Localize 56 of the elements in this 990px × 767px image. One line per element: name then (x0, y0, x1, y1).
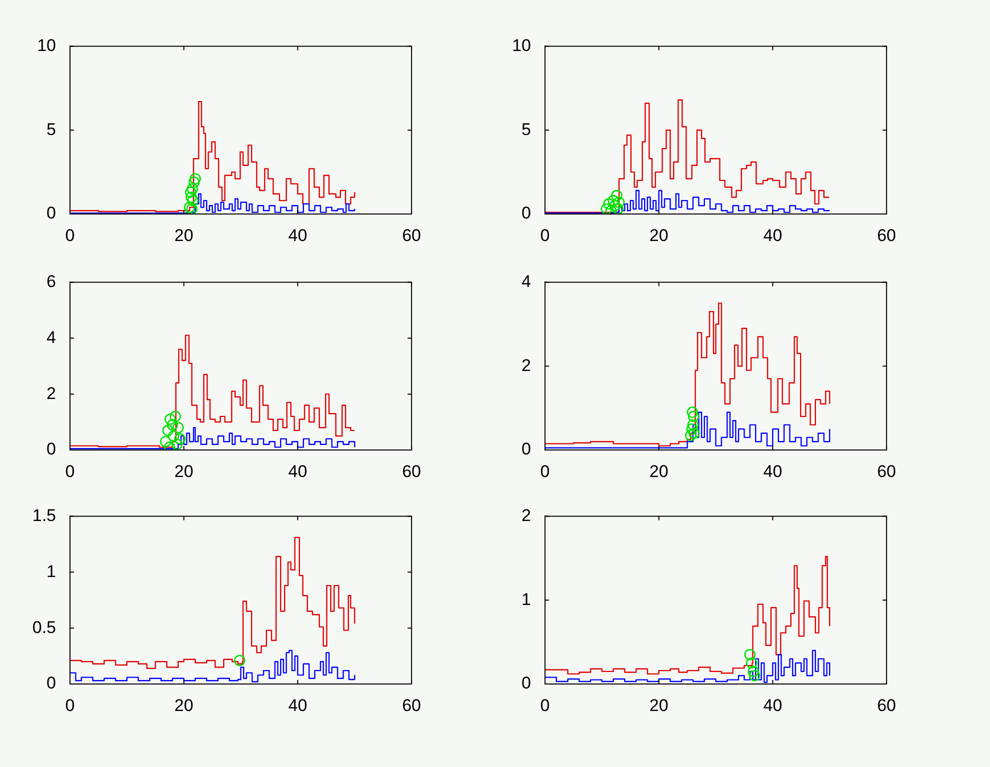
y-tick-label: 0 (46, 440, 56, 459)
y-tick-label: 5 (46, 120, 56, 139)
x-tick-label: 60 (877, 226, 896, 245)
point (186, 203, 198, 214)
x-tick-label: 0 (65, 696, 75, 715)
point (185, 186, 196, 198)
x-tick-label: 60 (877, 696, 896, 715)
point (184, 202, 196, 213)
y-tick-label: 1 (522, 590, 531, 609)
y-tick-label: 6 (46, 272, 56, 291)
x-tick-label: 40 (763, 462, 782, 481)
x-tick-label: 40 (288, 226, 308, 245)
x-tick-label: 20 (649, 462, 668, 481)
x-tick-label: 0 (540, 462, 550, 481)
x-tick-label: 60 (402, 696, 422, 715)
point (746, 657, 758, 669)
y-tick-label: 1 (46, 562, 56, 581)
y-tick-label: 4 (522, 272, 531, 291)
x-tick-label: 0 (65, 226, 75, 245)
y-tick-label: 0 (46, 674, 56, 693)
x-tick-label: 20 (649, 226, 668, 245)
point (187, 194, 199, 206)
y-tick-label: 0 (522, 204, 531, 223)
y-tick-label: 2 (522, 356, 531, 375)
y-tick-label: 0 (522, 440, 531, 459)
y-tick-label: 0 (46, 204, 56, 223)
x-tick-label: 0 (65, 462, 75, 481)
x-tick-label: 20 (174, 226, 194, 245)
x-tick-label: 40 (763, 696, 782, 715)
x-tick-label: 40 (288, 696, 308, 715)
y-tick-label: 0.5 (32, 618, 56, 637)
point (190, 173, 201, 184)
x-tick-label: 40 (288, 462, 308, 481)
point (748, 670, 760, 682)
x-tick-label: 20 (174, 462, 194, 481)
point (186, 192, 197, 203)
x-tick-label: 0 (540, 226, 550, 245)
y-tick-label: 2 (522, 506, 531, 525)
x-tick-label: 60 (402, 226, 422, 245)
x-tick-label: 40 (763, 226, 782, 245)
x-tick-label: 60 (877, 462, 896, 481)
point (748, 666, 759, 678)
point (186, 183, 198, 194)
y-tick-label: 2 (46, 384, 56, 403)
y-tick-label: 4 (46, 328, 56, 347)
y-tick-label: 1.5 (32, 506, 56, 525)
x-tick-label: 60 (402, 462, 422, 481)
y-tick-label: 0 (522, 674, 531, 693)
x-tick-label: 20 (174, 696, 194, 715)
x-tick-label: 20 (649, 696, 668, 715)
point (744, 648, 756, 660)
y-tick-label: 10 (37, 36, 56, 55)
y-tick-label: 10 (512, 36, 531, 55)
point (188, 176, 200, 188)
x-tick-label: 0 (540, 696, 550, 715)
y-tick-label: 5 (522, 120, 531, 139)
